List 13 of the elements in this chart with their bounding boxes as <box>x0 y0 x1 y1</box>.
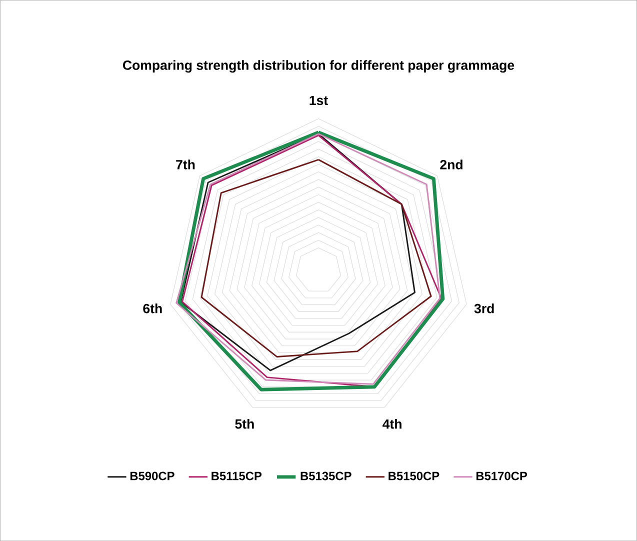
spoke-label: 6th <box>143 303 162 314</box>
spoke-label: 3rd <box>474 303 494 314</box>
spoke-label: 7th <box>176 160 195 170</box>
chart-title: Comparing strength distribution for different paper grammage <box>122 60 514 73</box>
legend-label: B590CP <box>130 472 174 480</box>
spoke-label: 4th <box>382 418 402 429</box>
spoke-label: 2nd <box>440 160 462 170</box>
legend-label: B5115CP <box>212 472 262 480</box>
legend-label: B5135CP <box>300 472 352 480</box>
legend-label: B5150CP <box>388 472 440 480</box>
spoke-label: 1st <box>310 96 328 106</box>
legend-label: B5170CP <box>476 472 528 480</box>
spoke-label: 5th <box>235 418 254 429</box>
